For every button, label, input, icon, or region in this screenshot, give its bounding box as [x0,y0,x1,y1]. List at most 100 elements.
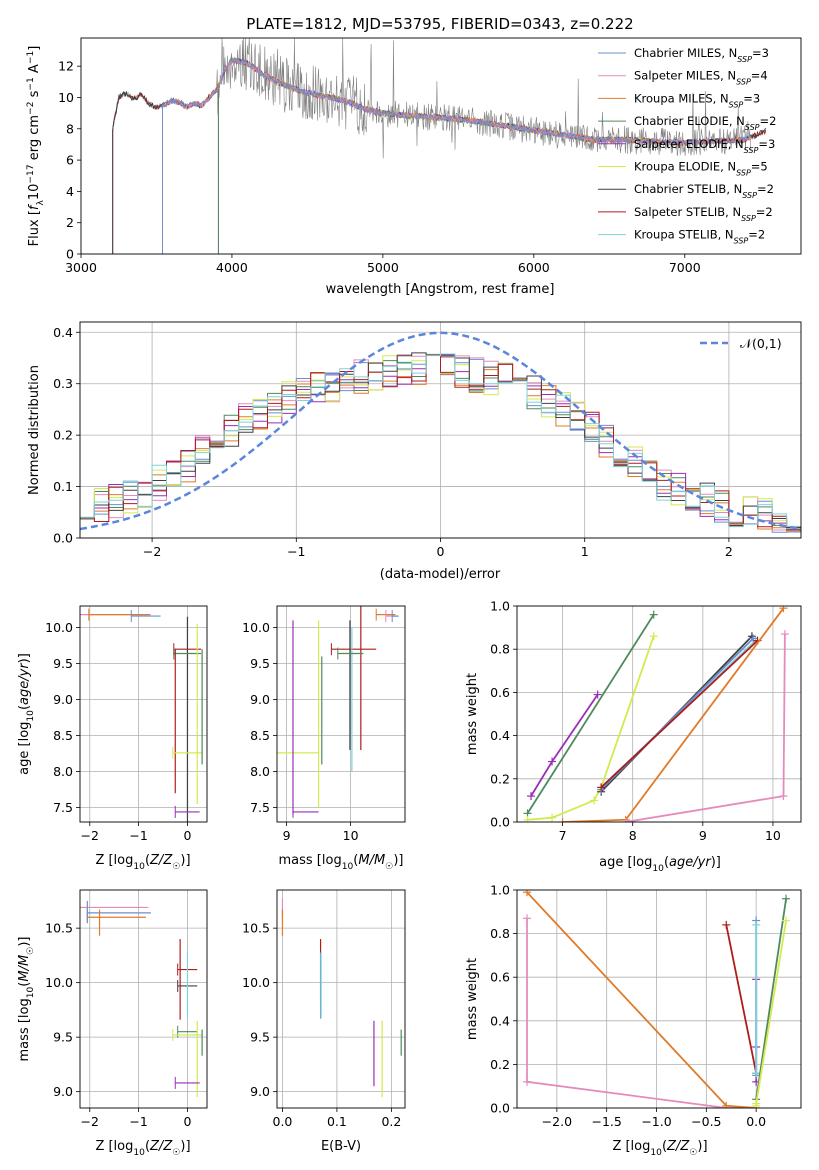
residuals-tick-label-x: −1 [287,544,305,559]
spectrum-frame [80,37,802,255]
mw-age-xlabel-part: )] [711,855,721,870]
legend-label: Chabrier MILES, NSSP=3 [634,46,769,64]
mass-weight-line [527,635,655,821]
mass-weight-line [526,614,655,814]
spectrum-ylabel-part: 10 [27,184,42,201]
mw-z-tick-label-y: 0.4 [490,1013,510,1028]
mass-weight-line [725,924,758,1074]
residuals-tick-label-y: 0.4 [53,325,73,340]
mass-z-xlabel: Z [log10(Z/Z☉)] [95,1139,190,1158]
spectrum-model-line [112,57,767,254]
spectrum-tick-label-x: 6000 [518,260,550,275]
age-mass-xlabel-part: M/M [358,853,385,868]
spectrum-xlabel: wavelength [Angstrom, rest frame] [326,282,555,297]
legend-label-part: Salpeter MILES, N [634,69,736,83]
mass-z-tick-label-y: 10.5 [45,921,73,936]
spectrum-tick-label-y: 6 [66,153,74,168]
mw-age-xlabel-part: 10 [652,864,664,874]
spectrum-model-line [112,57,767,254]
age-z-tick-label-x: 0 [183,828,191,843]
age-mass-tick-label-y: 8.0 [250,764,270,779]
mw-age-frame [516,605,802,823]
gaussian-legend-label: 𝒩(0,1) [740,336,782,351]
age-z-ylabel-part: )] [17,653,32,663]
age-mass-frame [276,605,406,823]
spectrum-tick-label-y: 2 [66,215,74,230]
mw-age-xlabel-part: age/yr [669,855,712,870]
spectrum-model-line [112,56,766,254]
spectrum-ylabel-part: ] [27,46,42,51]
mass-weight-line [625,634,786,822]
mw-z-tick-label-y: 0.2 [490,1057,510,1072]
spectrum-tick-label-y: 12 [58,59,74,74]
spectrum-ylabel-part: A [27,64,42,77]
age-z-xlabel-part: ☉ [172,862,180,872]
mw-age-tick-label-x: 9 [699,828,707,843]
legend-label-part: Kroupa MILES, N [634,91,729,105]
mass-ebv-tick-label-x: 0.1 [327,1114,347,1129]
legend-label: Chabrier STELIB, NSSP=2 [634,182,774,200]
age-z-xlabel-part: Z [log [95,853,133,868]
age-mass-tick-label-y: 10.0 [242,620,270,635]
residuals-tick-label-x: 0 [437,544,445,559]
mass-z-xlabel-part: Z/Z [149,1139,173,1154]
age-mass-xlabel-part: ☉ [385,862,393,872]
legend-label-part: =5 [751,160,768,174]
mw-age-tick-label-x: 10 [765,828,781,843]
residuals-tick-label-x: 1 [581,544,589,559]
mw-age-tick-label-x: 8 [629,828,637,843]
spectrum-legend: Chabrier MILES, NSSP=3 Salpeter MILES, N S… [598,46,776,245]
residual-histogram [80,353,801,528]
mass-weight-line [526,891,757,1108]
residuals-tick-label-x: 2 [725,544,733,559]
spectrum-ylabel-part: −1 [26,77,36,90]
age-z-panel: −2 −1 07.58.08.59.09.510.0Z [log10(Z/Z☉)]a… [17,605,208,872]
mw-age-xlabel-part: ( [664,855,669,870]
age-z-ylabel-part: 10 [26,710,36,722]
age-z-xlabel-part: Z/Z [149,853,173,868]
age-mass-tick-label-x: 10 [343,828,359,843]
mass-ebv-tick-label-y: 9.5 [250,1030,270,1045]
mw-z-plot-area [522,890,791,1108]
mw-z-tick-label-x: 0.0 [746,1114,766,1129]
spectrum-model-line [162,57,752,254]
legend-label-part: SSP [729,100,744,109]
legend-label-part: SSP [745,123,760,132]
mw-z-xlabel-part: Z [log [612,1139,650,1154]
age-mass-xlabel-part: 10 [342,862,354,872]
age-z-xlabel-part: )] [180,853,190,868]
legend-label-part: Chabrier ELODIE, N [634,114,745,128]
mw-z-tick-label-y: 1.0 [490,883,510,898]
age-mass-tick-label-y: 9.5 [250,656,270,671]
mass-ebv-tick-label-x: 0.0 [273,1114,293,1129]
age-z-tick-label-x: −1 [129,828,147,843]
mass-ebv-xlabel: E(B-V) [321,1139,361,1154]
age-mass-tick-label-y: 8.5 [250,728,270,743]
mw-age-tick-label-y: 0.4 [490,728,510,743]
mw-age-plot-area [523,606,789,822]
mass-z-frame [79,889,208,1109]
spectrum-tick-label-y: 0 [66,247,74,262]
residuals-tick-label-y: 0.1 [53,479,73,494]
legend-label: Kroupa MILES, NSSP=3 [634,91,760,109]
mass-weight-line [526,918,757,1108]
age-z-ylabel: age [log10(age/yr)] [17,653,36,775]
mass-ebv-frame [276,889,406,1109]
mass-z-ylabel-part: 10 [26,987,36,999]
age-mass-tick-label-y: 7.5 [250,800,270,815]
mass-ebv-tick-label-y: 10.5 [242,921,270,936]
mw-z-tick-label-x: −1.0 [641,1114,671,1129]
age-mass-plot-area [277,606,399,818]
mass-z-xlabel-part: ( [145,1139,150,1154]
mass-z-tick-label-y: 10.0 [45,975,73,990]
mass-z-panel: −2 −1 09.09.510.010.5Z [log10(Z/Z☉)]mass [… [17,889,208,1158]
legend-label-part: Kroupa STELIB, N [634,228,734,242]
legend-label-part: =3 [758,137,775,151]
mw-z-tick-label-y: 0.6 [490,970,510,985]
mass-z-xlabel-part: 10 [133,1148,145,1158]
mw-z-panel: −2.0 −1.5 −1.0 −0.5 0.0 0.0 0.2 0.4 0.6 0.8 1.0 Z [… [465,883,802,1158]
legend-label-part: =2 [757,182,774,196]
spectrum-tick-label-y: 10 [58,90,74,105]
